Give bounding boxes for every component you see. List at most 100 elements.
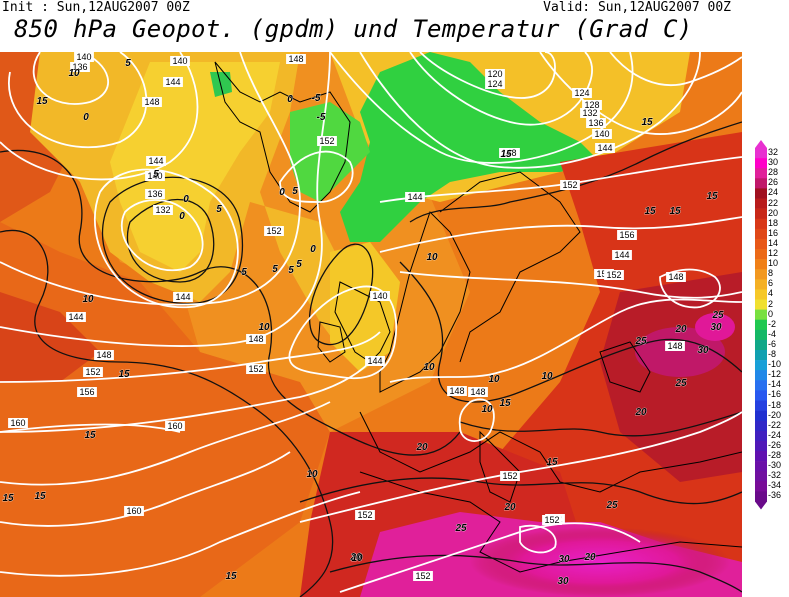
geopotential-label-box — [173, 292, 193, 302]
geopotential-label: 152 — [85, 367, 100, 377]
geopotential-label: 148 — [501, 148, 516, 158]
geopotential-label-box — [146, 156, 166, 166]
geopotential-label: 140 — [147, 171, 162, 181]
geopotential-label: 136 — [588, 118, 603, 128]
temperature-label: 10 — [541, 371, 553, 382]
temperature-label: 15 — [706, 191, 718, 202]
geopotential-label-box — [499, 148, 519, 158]
geopotential-label-box — [485, 79, 505, 89]
legend-swatch — [755, 329, 767, 341]
geopotential-label: 128 — [584, 100, 599, 110]
legend-value: 18 — [768, 217, 779, 228]
temperature-label: 25 — [454, 523, 467, 534]
geopotential-label-box — [582, 100, 602, 110]
legend-value: -36 — [768, 490, 782, 501]
temperature-label: 15 — [500, 149, 512, 160]
geopotential-label-box — [83, 367, 103, 377]
temperature-label: 5 — [153, 169, 159, 180]
geopotential-label: 136 — [147, 189, 162, 199]
init-time-label: Init : Sun,12AUG2007 00Z — [2, 0, 190, 15]
isotherms — [0, 121, 742, 597]
geopotential-label: 152 — [319, 136, 334, 146]
geopotential-label-box — [355, 510, 375, 520]
temperature-label: 0 — [83, 112, 89, 123]
temperature-label: 15 — [34, 491, 46, 502]
temperature-label: 15 — [546, 457, 558, 468]
legend-value: -8 — [768, 349, 777, 359]
legend-swatch — [755, 491, 767, 502]
geopotential-label-box — [617, 230, 637, 240]
legend-value: -4 — [768, 328, 777, 339]
legend-swatch — [755, 238, 767, 250]
legend-swatch — [755, 400, 767, 411]
valid-time-label: Valid: Sun,12AUG2007 00Z — [543, 0, 731, 15]
geopotential-label: 144 — [68, 312, 83, 322]
geopotential-label: 152 — [596, 269, 611, 279]
geopotential-label-box — [542, 515, 562, 525]
geopotential-label-box — [74, 52, 94, 62]
legend-value: -14 — [768, 379, 782, 390]
geopotential-label: 148 — [470, 387, 485, 397]
geopotential-label-box — [592, 129, 612, 139]
temperature-label: 10 — [68, 68, 80, 79]
legend-swatch — [755, 461, 767, 472]
geopotential-label: 148 — [96, 350, 111, 360]
legend-swatch — [755, 168, 767, 179]
legend-swatch — [755, 269, 767, 280]
geopotential-label: 148 — [449, 386, 464, 396]
temperature-label: 20 — [583, 552, 596, 563]
legend-value: -6 — [768, 338, 777, 349]
temperature-label: 15 — [499, 398, 511, 409]
geopotential-label: 136 — [72, 62, 87, 72]
geopotential-label: 140 — [372, 291, 387, 301]
geopotential-label-box — [70, 62, 90, 72]
temperature-label: 20 — [634, 407, 647, 418]
legend-value: -2 — [768, 318, 777, 329]
temperature-label: 5 — [272, 264, 278, 275]
temperature-label: 25 — [605, 500, 618, 511]
legend-value: 30 — [768, 157, 779, 168]
geopotential-label-box — [124, 506, 144, 516]
geopotential-label-box — [145, 189, 165, 199]
legend-swatch — [755, 430, 767, 442]
temperature-label: 10 — [423, 362, 435, 373]
geopotential-label-box — [153, 205, 173, 215]
geopotential-label-box — [370, 291, 390, 301]
temperature-label: 5 — [288, 265, 294, 276]
geopotential-label: 124 — [574, 88, 589, 98]
temperature-label: 15 — [84, 430, 96, 441]
geopotential-label: 156 — [619, 230, 634, 240]
temp-zone-yellow-core — [110, 62, 280, 272]
legend-value: 24 — [768, 187, 779, 198]
geopotential-label-box — [142, 97, 162, 107]
geopotential-label-box — [604, 270, 624, 280]
geopotential-label: 152 — [606, 270, 621, 280]
legend-value: 22 — [768, 197, 779, 208]
legend-swatch — [755, 198, 767, 209]
legend-value: 8 — [768, 268, 774, 279]
legend-value: -34 — [768, 480, 782, 491]
geopotential-label-box — [286, 54, 306, 64]
legend-swatch — [755, 380, 767, 391]
chart-title: 850 hPa Geopot. (gpdm) und Temperatur (G… — [14, 15, 693, 43]
geopotential-label-box — [317, 136, 337, 146]
geopotential-label: 120 — [487, 69, 502, 79]
geopotential-label: 144 — [175, 292, 190, 302]
geopotential-label-box — [163, 77, 183, 87]
legend-swatch — [755, 188, 767, 199]
geopotential-label-box — [595, 143, 615, 153]
geopotential-label: 144 — [165, 77, 180, 87]
legend-value: -22 — [768, 419, 782, 430]
geopotential-label: 152 — [544, 515, 559, 525]
legend-value: 12 — [768, 248, 779, 258]
temperature-label: 15 — [225, 571, 237, 582]
temperature-label: 5 — [216, 204, 222, 215]
legend-swatch — [755, 279, 767, 290]
geopotential-label: 152 — [357, 510, 372, 520]
geopotential-label-box — [77, 387, 97, 397]
legend-swatch — [755, 410, 767, 421]
temperature-label: 5 — [292, 186, 298, 197]
geopotential-label: 144 — [407, 192, 422, 202]
temperature-label: 15 — [36, 96, 48, 107]
geopotential-label: 132 — [155, 205, 170, 215]
